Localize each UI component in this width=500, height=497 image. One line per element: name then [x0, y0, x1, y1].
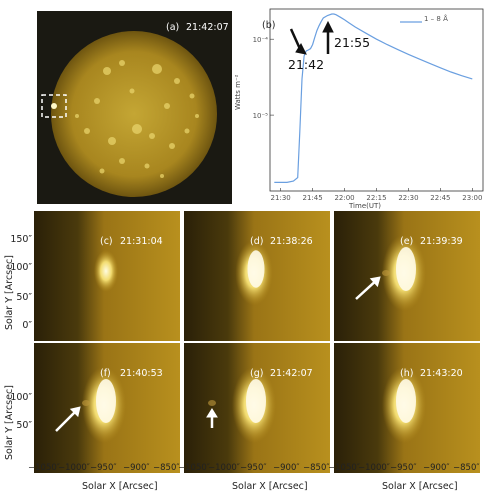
x-tick: −950″ [90, 463, 117, 473]
pointer-arrow [355, 276, 381, 300]
image-panel-h: (h) 21:43:20 [334, 343, 480, 473]
image-panel-g: (g) 21:42:07 [184, 343, 330, 473]
x-tick: −950″ [240, 463, 267, 473]
x-tick: −1000″ [58, 463, 90, 473]
panel-time: 21:31:04 [120, 236, 163, 247]
grid-ylabel-top: Solar Y [Arcsec] [4, 255, 15, 330]
panel-a-label: (a) [166, 22, 180, 33]
x-tick-label: 21:30 [271, 194, 291, 202]
chart-frame [269, 8, 484, 192]
x-tick: −850″ [153, 463, 180, 473]
panel-label: (g) [250, 368, 264, 379]
x-tick: −900″ [273, 463, 300, 473]
arrow-21-55 [322, 20, 334, 54]
x-tick: −1000″ [358, 463, 390, 473]
y-tick-50-bottom: 50″ [16, 420, 32, 431]
x-tick-label: 22:00 [334, 194, 354, 202]
y-tick-label: 10⁻⁵ [253, 112, 269, 120]
goes-chart-svg: 21:30 21:45 22:00 22:15 22:30 22:45 23:00 10⁻⁴… [253, 8, 484, 202]
image-panel-c: (c) 21:31:04 [34, 211, 180, 341]
y-tick-100-bottom: 100″ [10, 392, 32, 403]
x-tick: −900″ [423, 463, 450, 473]
image-panel-d: (d) 21:38:26 [184, 211, 330, 341]
grid-xlabel: Solar X [Arcsec] [382, 481, 458, 492]
flare-region-box [41, 94, 67, 118]
y-tick-50-top: 50″ [16, 292, 32, 303]
panel-label: (c) [100, 236, 113, 247]
panel-label: (h) [400, 368, 414, 379]
annotation-21-55: 21:55 [334, 35, 371, 50]
solar-disk [51, 31, 217, 197]
pointer-arrow [206, 408, 218, 428]
annotation-21-42: 21:42 [288, 57, 325, 72]
panel-a-image [37, 11, 232, 204]
goes-xlabel: Time(UT) [349, 202, 381, 210]
panel-time: 21:42:07 [270, 368, 313, 379]
y-tick-0-top: 0″ [22, 320, 32, 331]
series-line-1-8A [274, 13, 473, 183]
x-tick-label: 22:15 [366, 194, 386, 202]
panel-time: 21:38:26 [270, 236, 313, 247]
legend-label: 1 – 8 Å [424, 15, 448, 23]
x-tick: −1000″ [208, 463, 240, 473]
image-panel-f: (f) 21:40:53 [34, 343, 180, 473]
x-tick-label: 22:30 [398, 194, 418, 202]
pointer-arrow [55, 406, 81, 432]
grid-xlabel: Solar X [Arcsec] [82, 481, 158, 492]
x-tick: −950″ [390, 463, 417, 473]
panel-time: 21:40:53 [120, 368, 163, 379]
x-tick-label: 22:45 [430, 194, 450, 202]
solar-disk-graphic [41, 31, 217, 197]
panel-label: (d) [250, 236, 264, 247]
y-tick-label: 10⁻⁴ [253, 36, 269, 44]
arrow-21-42 [289, 28, 307, 55]
x-tick: −1050″ [328, 463, 360, 473]
panel-label: (e) [400, 236, 414, 247]
goes-chart: 21:30 21:45 22:00 22:15 22:30 22:45 23:00 10⁻⁴… [250, 6, 490, 216]
x-tick-label: 21:45 [303, 194, 323, 202]
grid-ylabel-bottom: Solar Y [Arcsec] [4, 385, 15, 460]
x-tick: −1050″ [28, 463, 60, 473]
y-tick-100-top: 100″ [10, 262, 32, 273]
x-tick: −850″ [303, 463, 330, 473]
x-tick: −850″ [453, 463, 480, 473]
panel-a-time: 21:42:07 [186, 22, 229, 33]
x-tick: −1050″ [178, 463, 210, 473]
panel-time: 21:43:20 [420, 368, 463, 379]
panel-b-label: (b) [262, 20, 276, 31]
panel-time: 21:39:39 [420, 236, 463, 247]
y-tick-150-top: 150″ [10, 234, 32, 245]
goes-ylabel: Watts m⁻² [234, 74, 242, 110]
x-tick-label: 23:00 [462, 194, 482, 202]
image-panel-e: (e) 21:39:39 [334, 211, 480, 341]
x-tick: −900″ [123, 463, 150, 473]
panel-label: (f) [100, 368, 111, 379]
grid-xlabel: Solar X [Arcsec] [232, 481, 308, 492]
